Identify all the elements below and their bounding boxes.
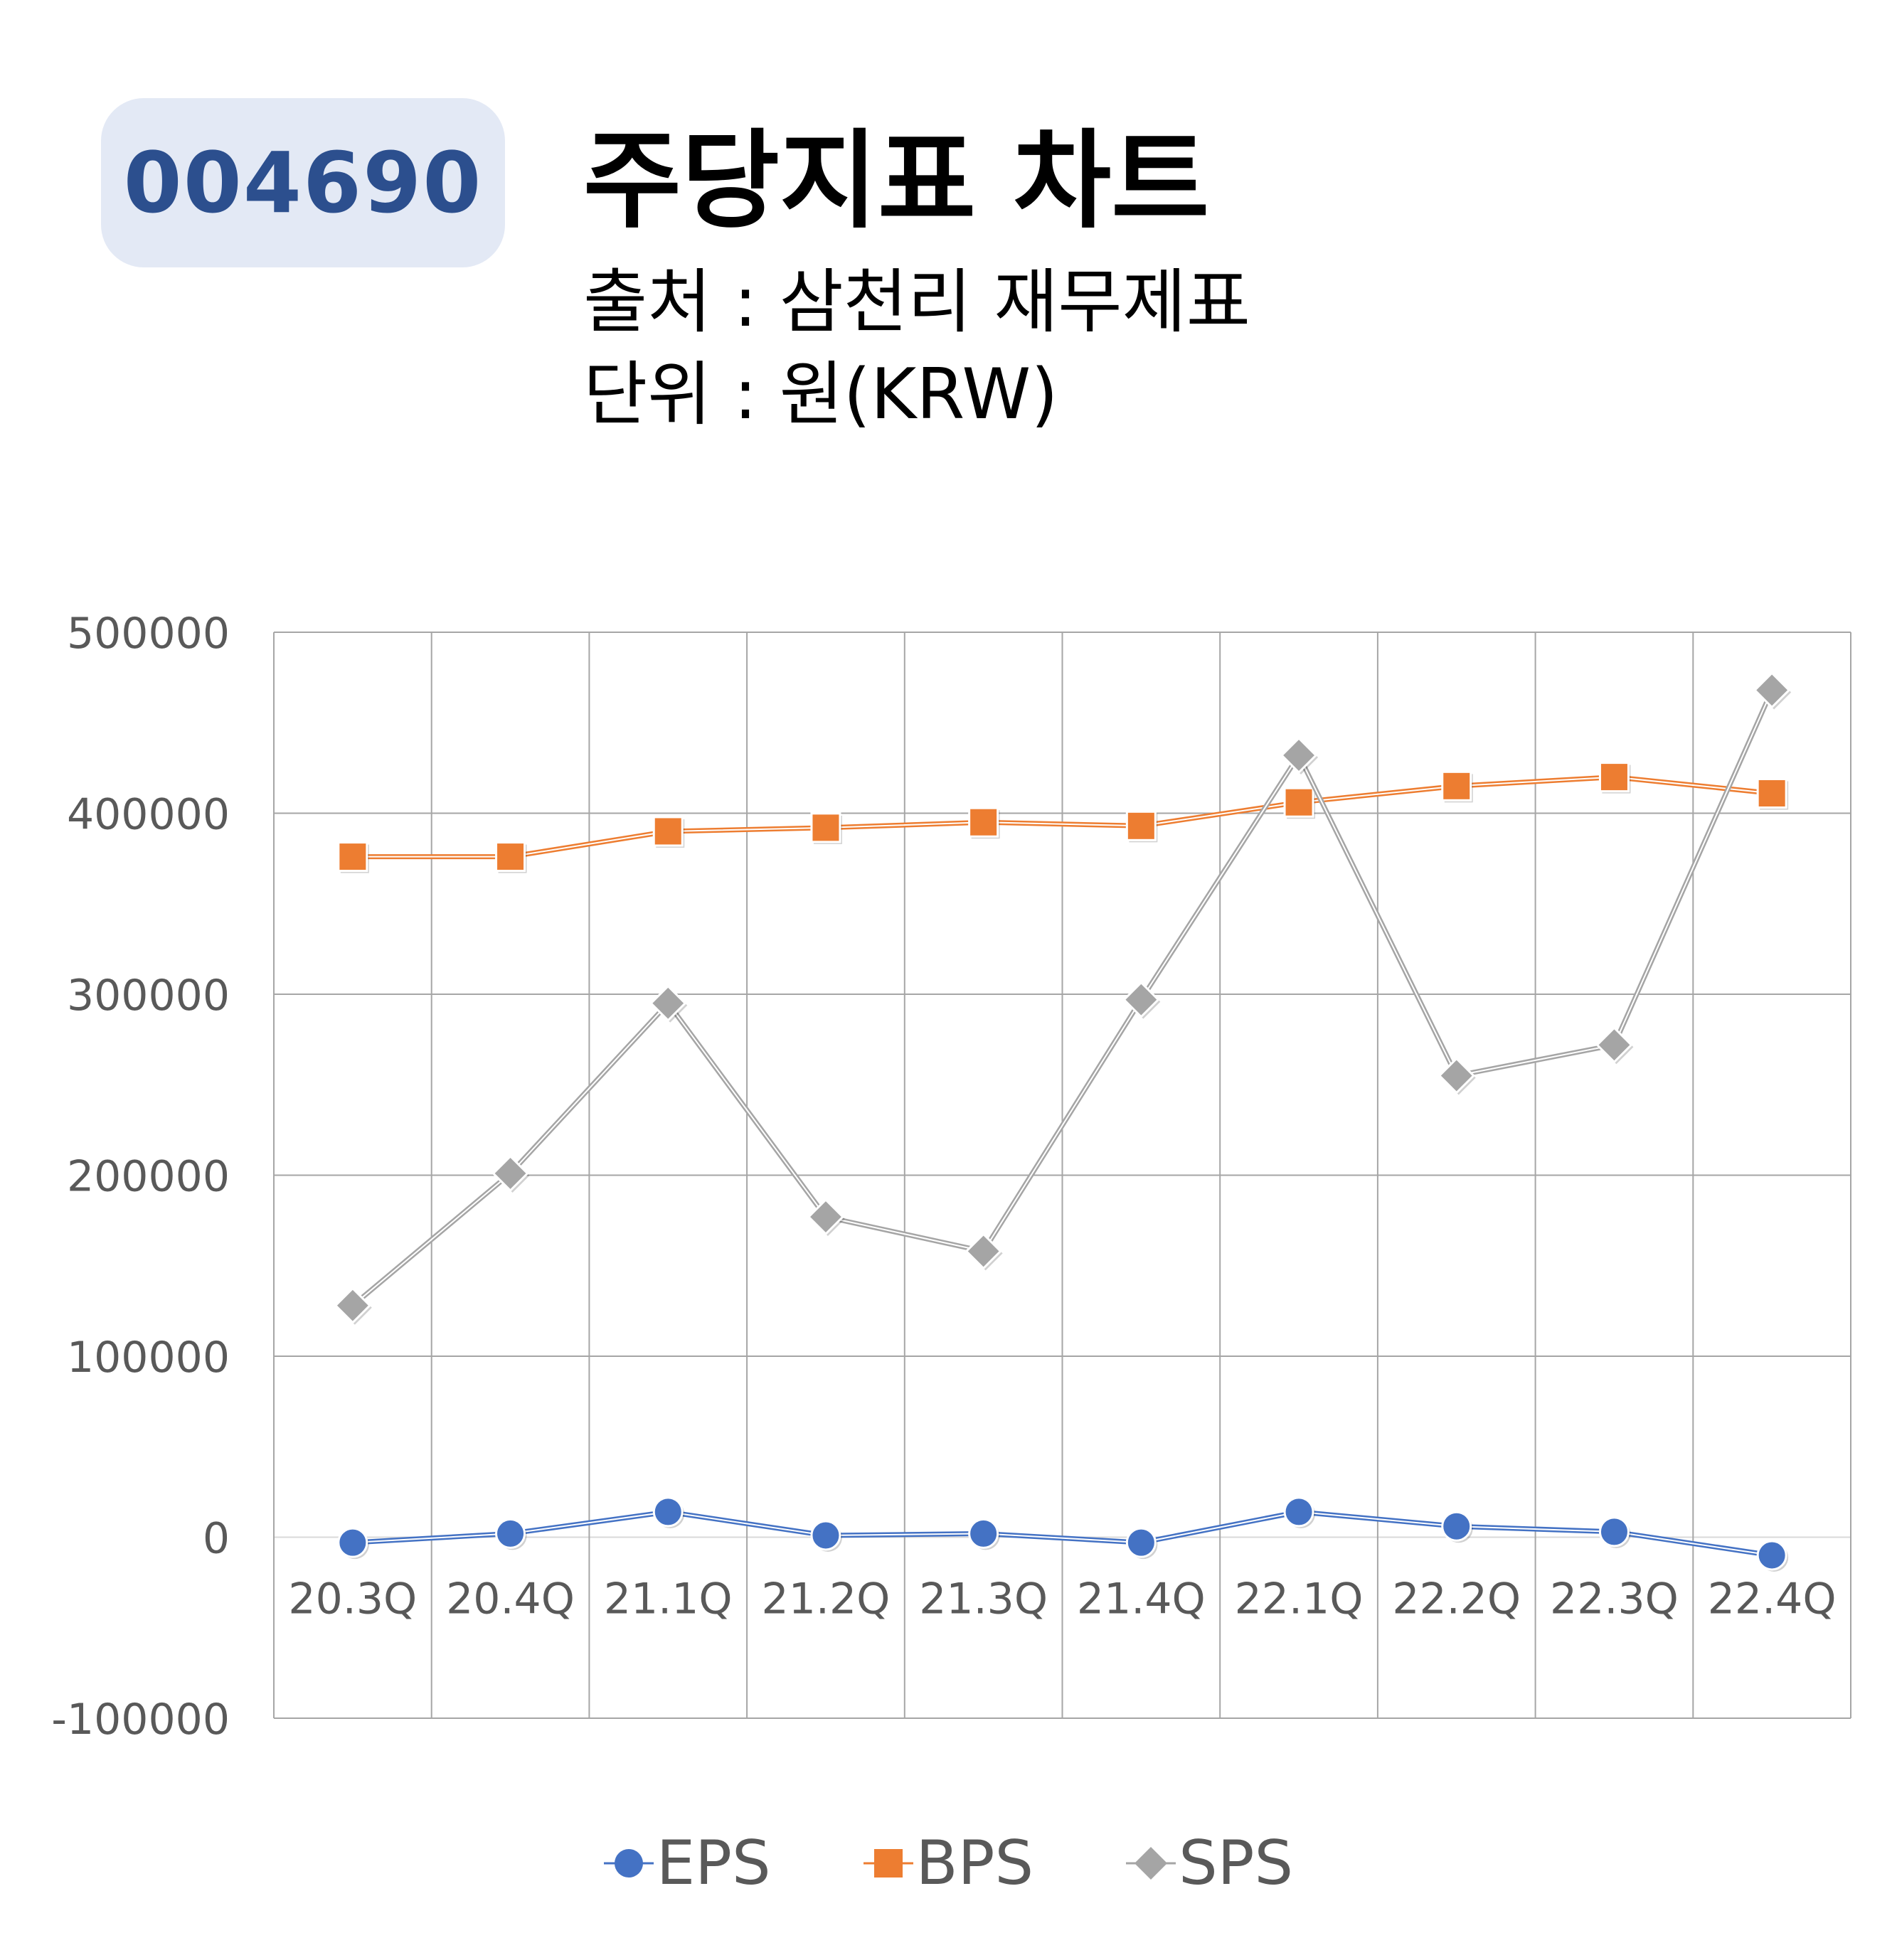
data-point-bps (1756, 778, 1787, 809)
legend-label-eps: EPS (656, 1828, 771, 1899)
data-point-sps (649, 984, 687, 1022)
line-chart: -100000 0 100000 200000 300000 400000 500000 20… (51, 609, 1851, 1742)
chart-title: 주당지표 차트 (583, 119, 1210, 243)
stock-code-badge: 004690 (101, 98, 505, 267)
data-point-eps (1756, 1540, 1787, 1571)
series-line-bps (352, 776, 1773, 858)
data-point-eps (1125, 1527, 1157, 1558)
x-tick-label: 22.2Q (1392, 1575, 1521, 1624)
x-tick-label: 20.4Q (446, 1575, 575, 1624)
data-point-bps (1598, 762, 1630, 793)
data-point-bps (1283, 787, 1314, 818)
data-point-sps (807, 1198, 845, 1236)
data-point-sps (491, 1154, 529, 1193)
legend-item-bps: BPS (863, 1828, 1034, 1899)
x-tick-label: 21.2Q (762, 1575, 891, 1624)
data-point-eps (968, 1518, 999, 1549)
data-point-eps (1283, 1496, 1314, 1528)
unit-text: 단위 : 원(KRW) (583, 354, 1058, 435)
legend-label-bps: BPS (915, 1828, 1034, 1899)
data-point-sps (1280, 736, 1318, 774)
x-tick-label: 22.4Q (1708, 1575, 1837, 1624)
data-point-bps (810, 812, 841, 843)
data-point-bps (652, 816, 684, 847)
data-point-eps (495, 1518, 526, 1549)
x-tick-label: 21.3Q (919, 1575, 1048, 1624)
diamond-icon (1126, 1847, 1176, 1880)
data-point-bps (337, 841, 368, 873)
data-point-sps (965, 1232, 1002, 1270)
data-point-bps (495, 841, 526, 873)
y-tick-label: 500000 (67, 609, 230, 659)
data-point-sps (1595, 1026, 1633, 1064)
legend: EPS BPS SPS (0, 1828, 1897, 1899)
y-tick-label: 400000 (67, 790, 230, 840)
y-tick-label: -100000 (51, 1695, 230, 1742)
source-text: 출처 : 삼천리 재무제표 (583, 262, 1250, 343)
circle-icon (603, 1849, 654, 1878)
data-point-bps (968, 806, 999, 838)
data-point-sps (334, 1287, 371, 1324)
data-point-bps (1441, 770, 1472, 801)
data-point-eps (337, 1527, 368, 1558)
stock-code: 004690 (123, 134, 483, 232)
y-tick-label: 200000 (67, 1152, 230, 1202)
x-tick-label: 21.1Q (604, 1575, 733, 1624)
y-tick-label: 100000 (67, 1333, 230, 1383)
series-line-sps (352, 689, 1773, 1306)
data-point-eps (1598, 1516, 1630, 1548)
data-point-eps (1441, 1511, 1472, 1542)
square-icon (863, 1849, 913, 1878)
legend-label-sps: SPS (1179, 1828, 1294, 1899)
data-point-bps (1125, 810, 1157, 841)
y-tick-label: 300000 (67, 971, 230, 1021)
legend-item-sps: SPS (1126, 1828, 1293, 1899)
data-point-eps (652, 1496, 684, 1528)
y-tick-label: 0 (203, 1514, 230, 1564)
data-point-sps (1438, 1057, 1475, 1094)
data-point-sps (1122, 981, 1160, 1018)
x-tick-label: 21.4Q (1077, 1575, 1206, 1624)
x-tick-label: 22.3Q (1550, 1575, 1679, 1624)
legend-item-eps: EPS (603, 1828, 771, 1899)
series-line-eps (352, 1511, 1773, 1556)
x-tick-label: 20.3Q (288, 1575, 417, 1624)
x-tick-label: 22.1Q (1235, 1575, 1364, 1624)
data-point-sps (1753, 671, 1791, 709)
data-point-eps (810, 1520, 841, 1551)
